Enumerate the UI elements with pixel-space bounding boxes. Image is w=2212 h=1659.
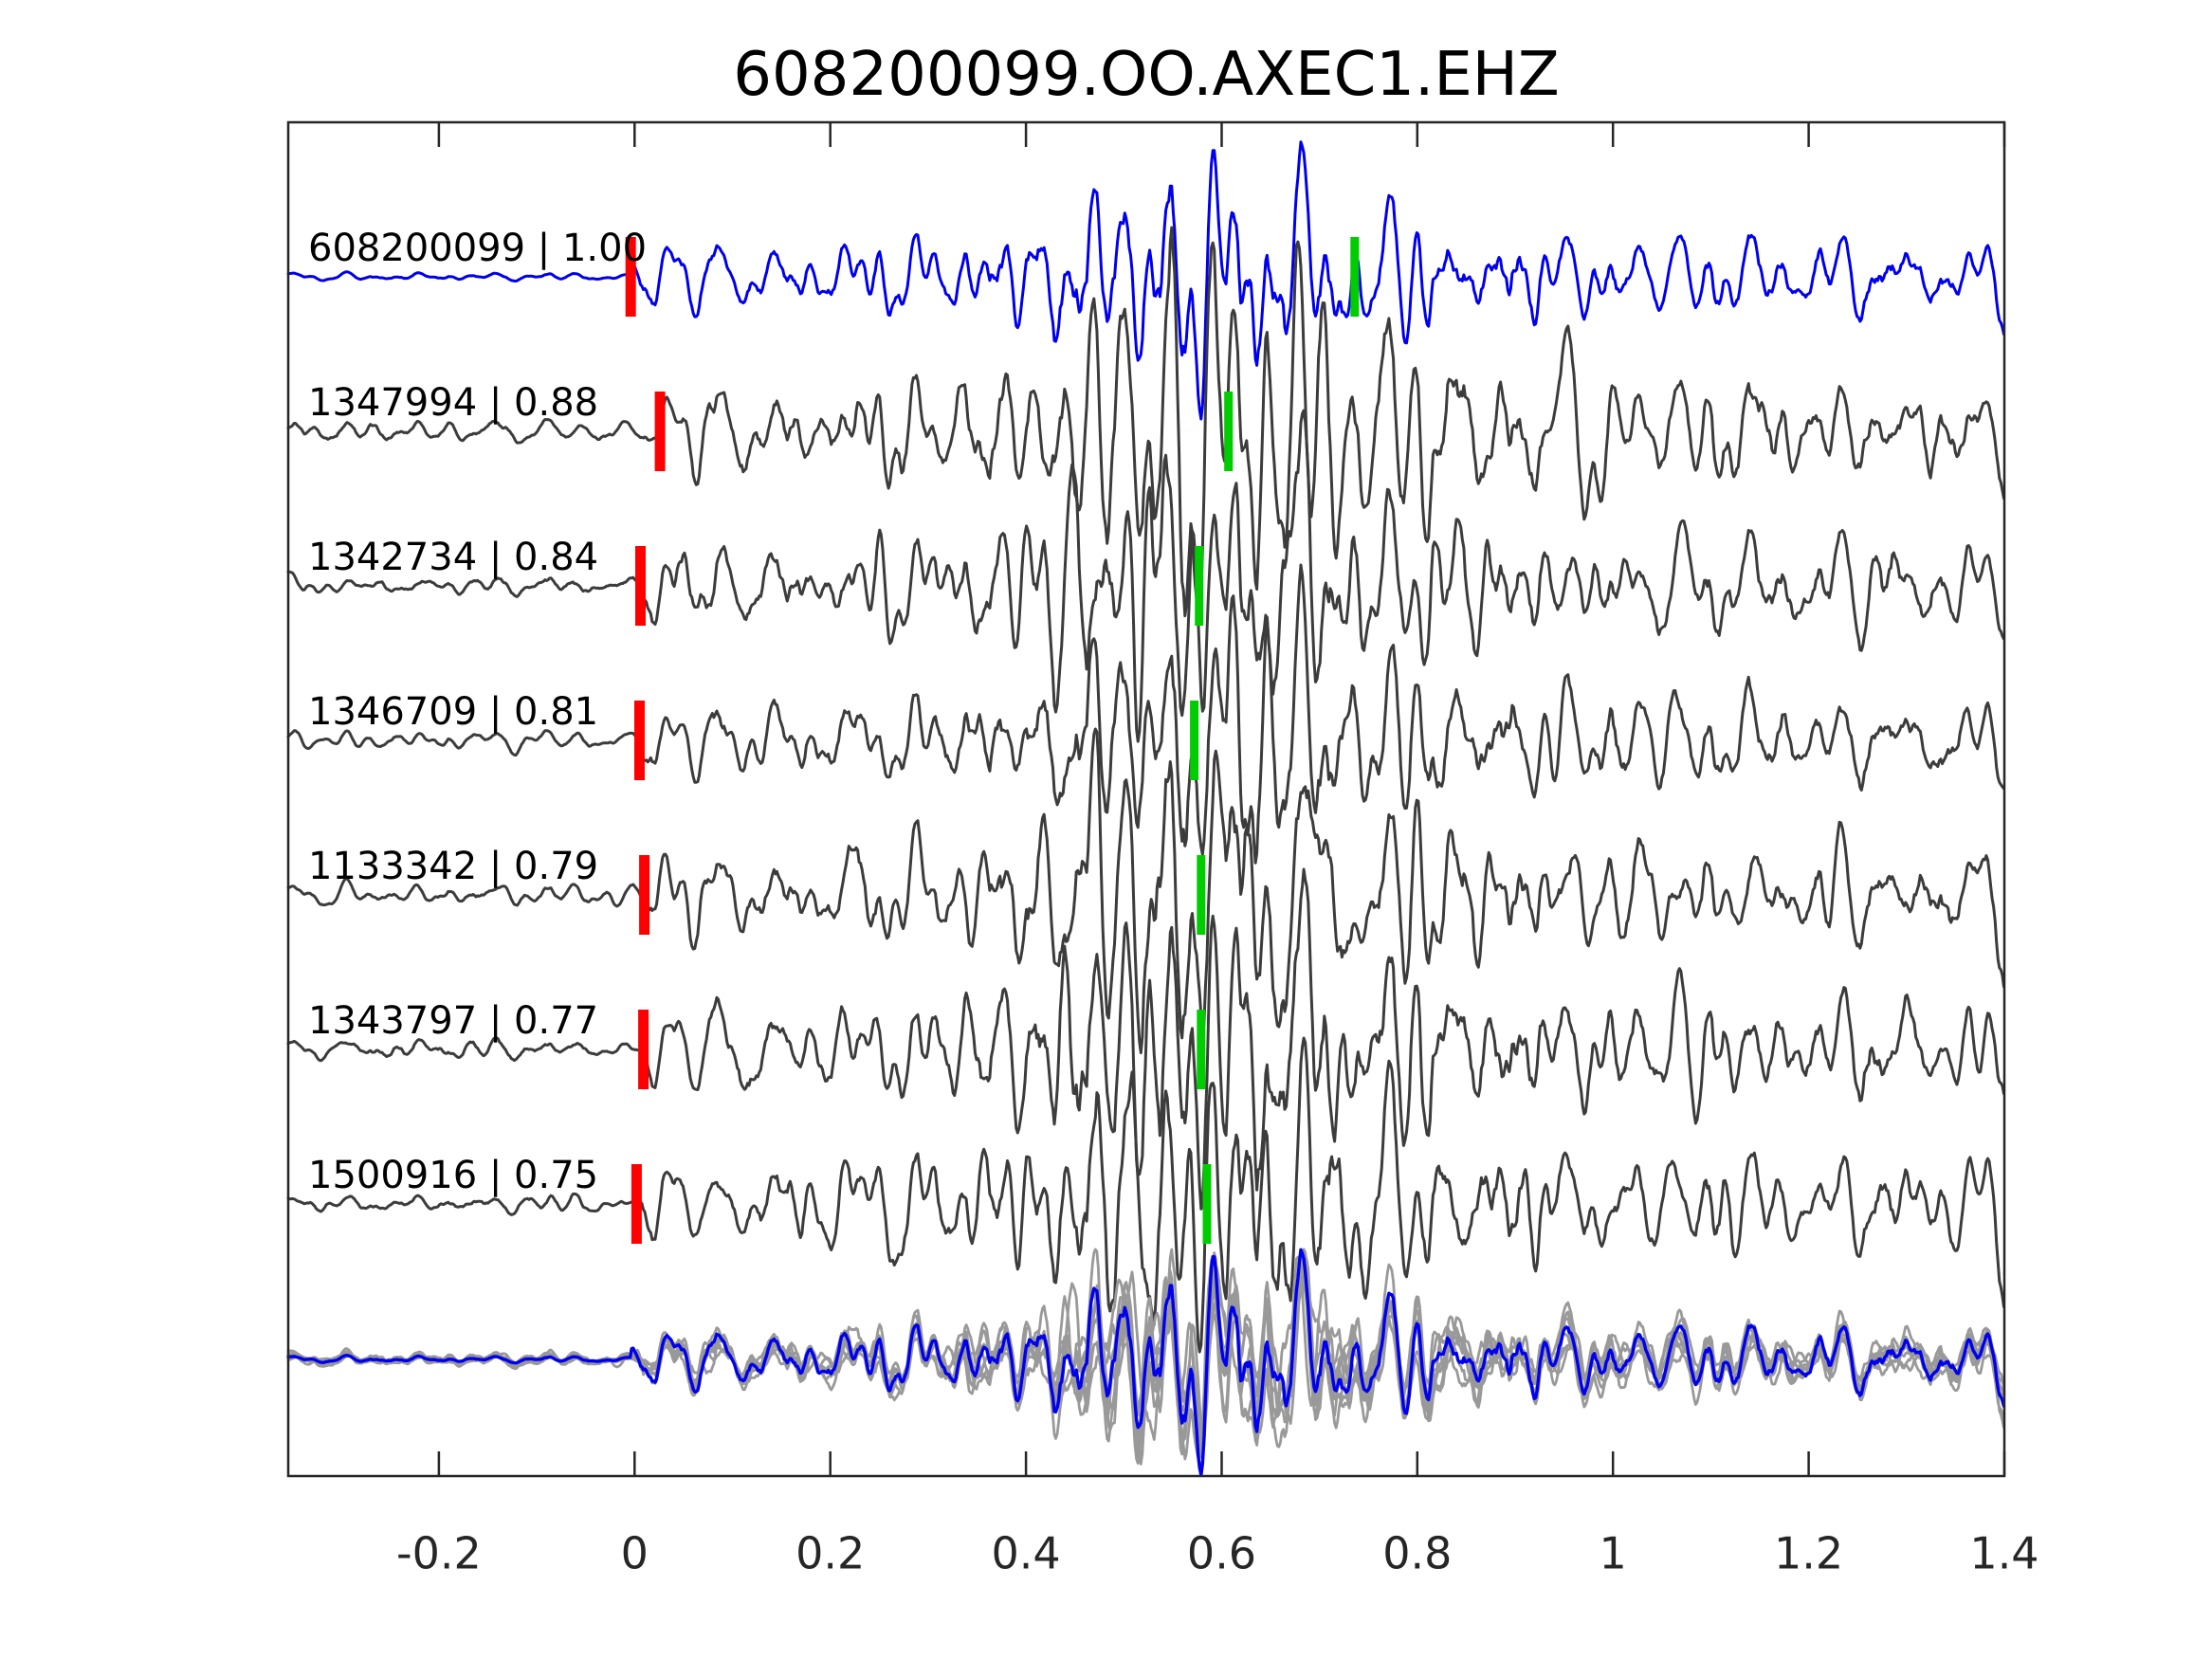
green-pick-marker <box>1197 1010 1206 1089</box>
pick-markers-layer <box>625 237 1360 1244</box>
red-pick-marker <box>639 855 650 935</box>
red-pick-marker <box>635 546 646 626</box>
trace-waveform-1133342 <box>286 727 2005 1055</box>
trace-waveform-1347994 <box>286 226 2005 618</box>
trace-label-1347994: 1347994 | 0.88 <box>308 381 598 425</box>
axis-ticks-layer: -0.2 0 0.2 0.4 0.6 0.8 1 1.2 1.4 <box>396 122 2039 1578</box>
trace-waveform-608200099 <box>286 140 2005 421</box>
red-pick-marker <box>631 1164 642 1244</box>
overlay-gray-waveform <box>286 1263 2005 1471</box>
red-pick-marker <box>638 1010 649 1089</box>
trace-waveform-1343797 <box>286 867 2005 1211</box>
green-pick-marker <box>1195 546 1204 626</box>
x-tick-label: 0.6 <box>1187 1527 1256 1578</box>
green-pick-marker <box>1224 392 1234 471</box>
figure-title: 608200099.OO.AXEC1.EHZ <box>733 40 1560 110</box>
x-tick-label: 1 <box>1600 1527 1627 1578</box>
overlay-template-waveform <box>286 1248 2006 1477</box>
x-tick-label: 0.4 <box>992 1527 1061 1578</box>
trace-waveform-1346709 <box>286 563 2005 865</box>
x-tick-label: 0.2 <box>795 1527 865 1578</box>
x-tick-label: 1.2 <box>1774 1527 1843 1578</box>
trace-label-608200099: 608200099 | 1.00 <box>308 227 647 270</box>
plot-frame <box>286 120 2006 1478</box>
trace-label-1133342: 1133342 | 0.79 <box>308 845 598 888</box>
green-pick-marker <box>1350 237 1360 317</box>
trace-label-1343797: 1343797 | 0.77 <box>308 999 598 1043</box>
x-tick-label: 0 <box>621 1527 649 1578</box>
red-pick-marker <box>625 237 636 317</box>
trace-label-1342734: 1342734 | 0.84 <box>308 536 598 579</box>
x-tick-label: 0.8 <box>1382 1527 1452 1578</box>
trace-waveform-1342734 <box>286 409 2005 743</box>
waveforms-layer <box>286 140 2006 1477</box>
x-tick-label: -0.2 <box>396 1527 482 1578</box>
red-pick-marker <box>634 701 645 780</box>
green-pick-marker <box>1202 1164 1212 1244</box>
green-pick-marker <box>1197 855 1206 935</box>
green-pick-marker <box>1190 701 1199 780</box>
trace-labels-layer: 608200099 | 1.00 1347994 | 0.88 1342734 | … <box>308 227 647 1197</box>
trace-waveform-1500916 <box>286 1036 2005 1354</box>
x-tick-label: 1.4 <box>1969 1527 2038 1578</box>
red-pick-marker <box>654 392 666 471</box>
trace-label-1500916: 1500916 | 0.75 <box>308 1154 598 1197</box>
trace-label-1346709: 1346709 | 0.81 <box>308 690 598 734</box>
